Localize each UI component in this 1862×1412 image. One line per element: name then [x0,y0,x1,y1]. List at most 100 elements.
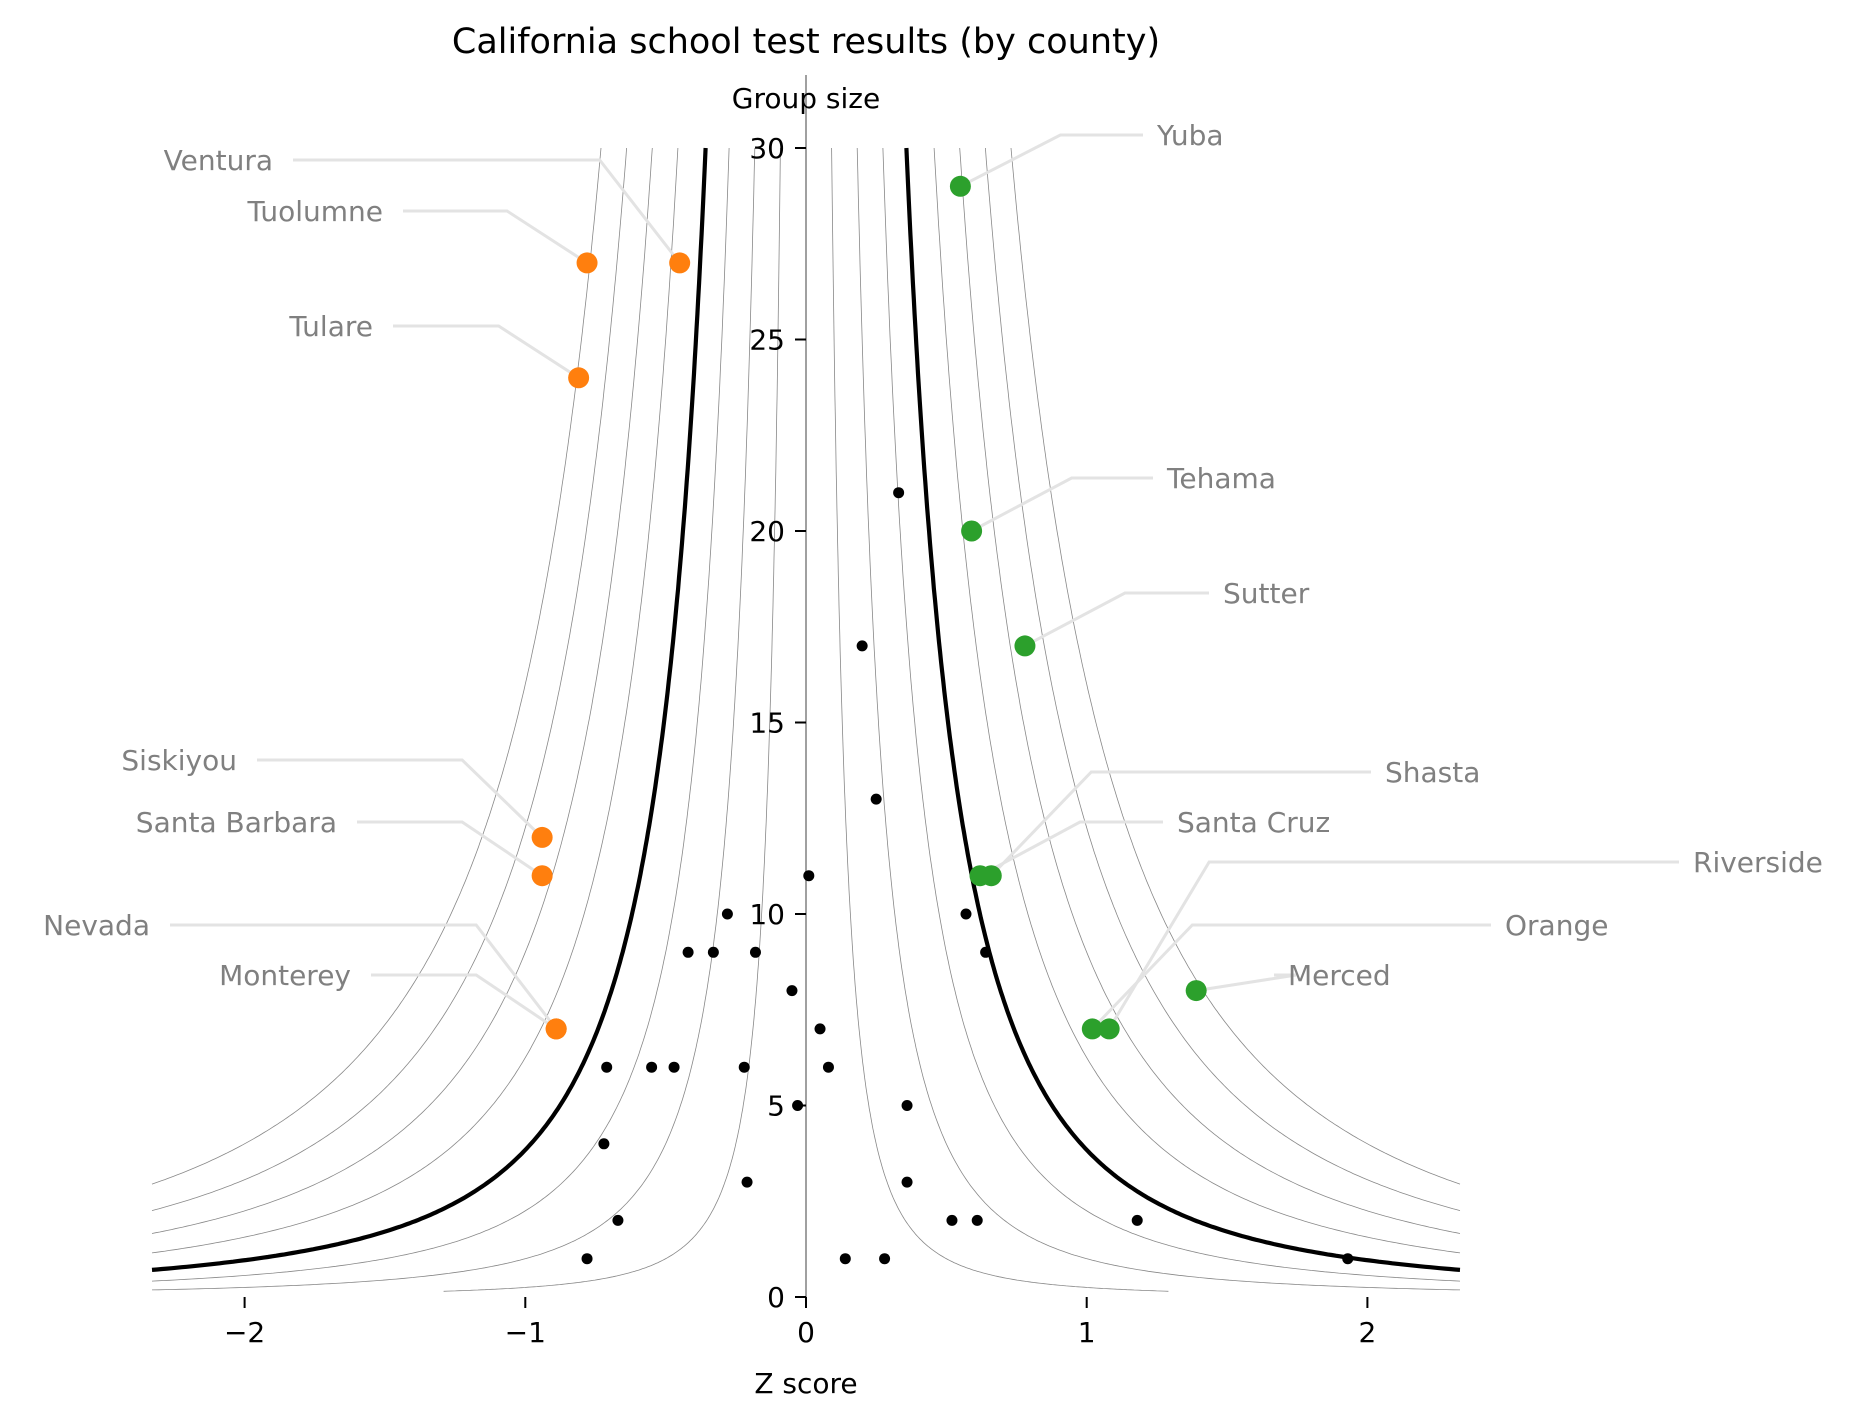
point-other-10 [786,985,798,997]
funnel-curve-right-1-5 [882,147,1461,1282]
point-tuolumne [576,252,598,274]
data-points [531,175,1354,1265]
county-label-nevada: Nevada [43,909,150,942]
point-other-7 [707,946,719,958]
funnel-curve-right-4 [1010,147,1461,1185]
point-other-27 [839,1253,851,1265]
point-sutter [1014,635,1036,657]
point-other-18 [901,1100,913,1111]
funnel-curves [151,147,1461,1292]
y-tick-label-3: 15 [749,707,785,740]
funnel-curve-left-4 [151,147,602,1185]
point-other-13 [646,1061,658,1073]
point-riverside [1098,1018,1120,1040]
x-tick-label-1: −1 [505,1316,546,1349]
point-other-1 [856,640,868,652]
leader-monterey [371,973,558,1031]
critical-curve-left [151,147,708,1272]
county-label-ventura: Ventura [164,144,273,177]
leader-sutter [1024,591,1209,648]
funnel-curve-right-2-5 [933,147,1461,1254]
point-monterey [545,1018,567,1040]
leader-santa-cruz [979,820,1163,878]
point-other-25 [1131,1214,1143,1226]
leader-orange [1091,923,1491,1030]
county-label-shasta: Shasta [1385,756,1480,789]
label-leaders [170,133,1679,1031]
y-tick-label-0: 0 [767,1281,785,1314]
county-label-siskiyou: Siskiyou [121,744,237,777]
leader-ventura [293,158,681,264]
county-label-monterey: Monterey [219,959,351,992]
x-tick-label-3: 1 [1078,1316,1096,1349]
county-label-yuba: Yuba [1156,119,1224,152]
county-labels: Ventura Tuolumne Tulare Siskiyou Santa Barba… [43,119,1823,992]
x-axis-ticks: −2 −1 0 1 2 [224,1297,1376,1349]
y-tick-label-6: 30 [749,132,785,165]
x-tick-label-0: −2 [224,1316,265,1349]
point-other-20 [741,1176,753,1188]
point-merced [1185,980,1207,1002]
funnel-curve-right-3 [959,147,1461,1234]
point-tehama [961,520,983,542]
y-axis-ticks: 0 5 10 15 20 25 30 [749,132,806,1314]
point-other-5 [960,908,972,920]
point-other-28 [879,1253,891,1265]
county-label-tulare: Tulare [288,310,373,343]
county-label-merced: Merced [1288,959,1391,992]
point-ventura [669,252,691,274]
point-yuba [949,175,971,197]
point-other-4 [721,908,733,920]
point-other-23 [946,1214,958,1226]
point-other-2 [870,793,882,805]
funnel-curve-left-1 [151,147,756,1291]
leader-merced [1195,973,1297,993]
funnel-curve-right-1 [856,147,1461,1291]
leader-yuba [959,133,1143,188]
x-axis-label: Z score [754,1367,857,1400]
point-other-0 [893,487,905,499]
county-label-tuolumne: Tuolumne [246,195,383,228]
funnel-curve-left-3-5 [151,147,627,1211]
leader-tehama [970,476,1153,533]
point-other-26 [581,1253,593,1265]
point-orange [1081,1018,1103,1040]
chart-title: California school test results (by count… [452,22,1160,62]
critical-curve-right [904,147,1461,1272]
y-tick-label-4: 20 [749,515,785,548]
county-label-orange: Orange [1505,909,1608,942]
y-tick-label-1: 5 [767,1090,785,1123]
county-label-sutter: Sutter [1223,577,1310,610]
y-tick-label-2: 10 [749,898,785,931]
point-other-21 [901,1176,913,1188]
point-tulare [568,367,590,389]
point-other-24 [971,1214,983,1226]
point-santa-cruz [969,865,991,887]
leader-siskiyou [257,758,544,839]
leader-tulare [393,324,580,380]
funnel-curve-left-2-5 [151,147,679,1254]
leader-shasta [990,770,1371,877]
point-other-15 [738,1061,750,1073]
county-label-tehama: Tehama [1166,462,1276,495]
county-label-santa-cruz: Santa Cruz [1177,806,1330,839]
point-other-16 [822,1061,834,1073]
point-other-6 [682,946,694,958]
point-santa-barbara [531,865,553,887]
leader-santa-barbara [357,820,543,877]
leader-nevada [170,923,558,1030]
funnel-curve-left-1-5 [151,147,730,1282]
point-other-19 [598,1138,610,1150]
county-label-riverside: Riverside [1693,846,1823,879]
funnel-curve-left-0-5 [443,147,781,1292]
point-siskiyou [531,826,553,848]
point-other-11 [814,1023,826,1035]
funnel-curve-left-3 [151,147,653,1234]
county-label-santa-barbara: Santa Barbara [136,806,337,839]
leader-riverside [1107,860,1679,1030]
point-other-3 [803,870,815,882]
y-axis-label: Group size [732,82,880,115]
leader-tuolumne [403,209,588,265]
point-other-29 [1342,1253,1354,1265]
